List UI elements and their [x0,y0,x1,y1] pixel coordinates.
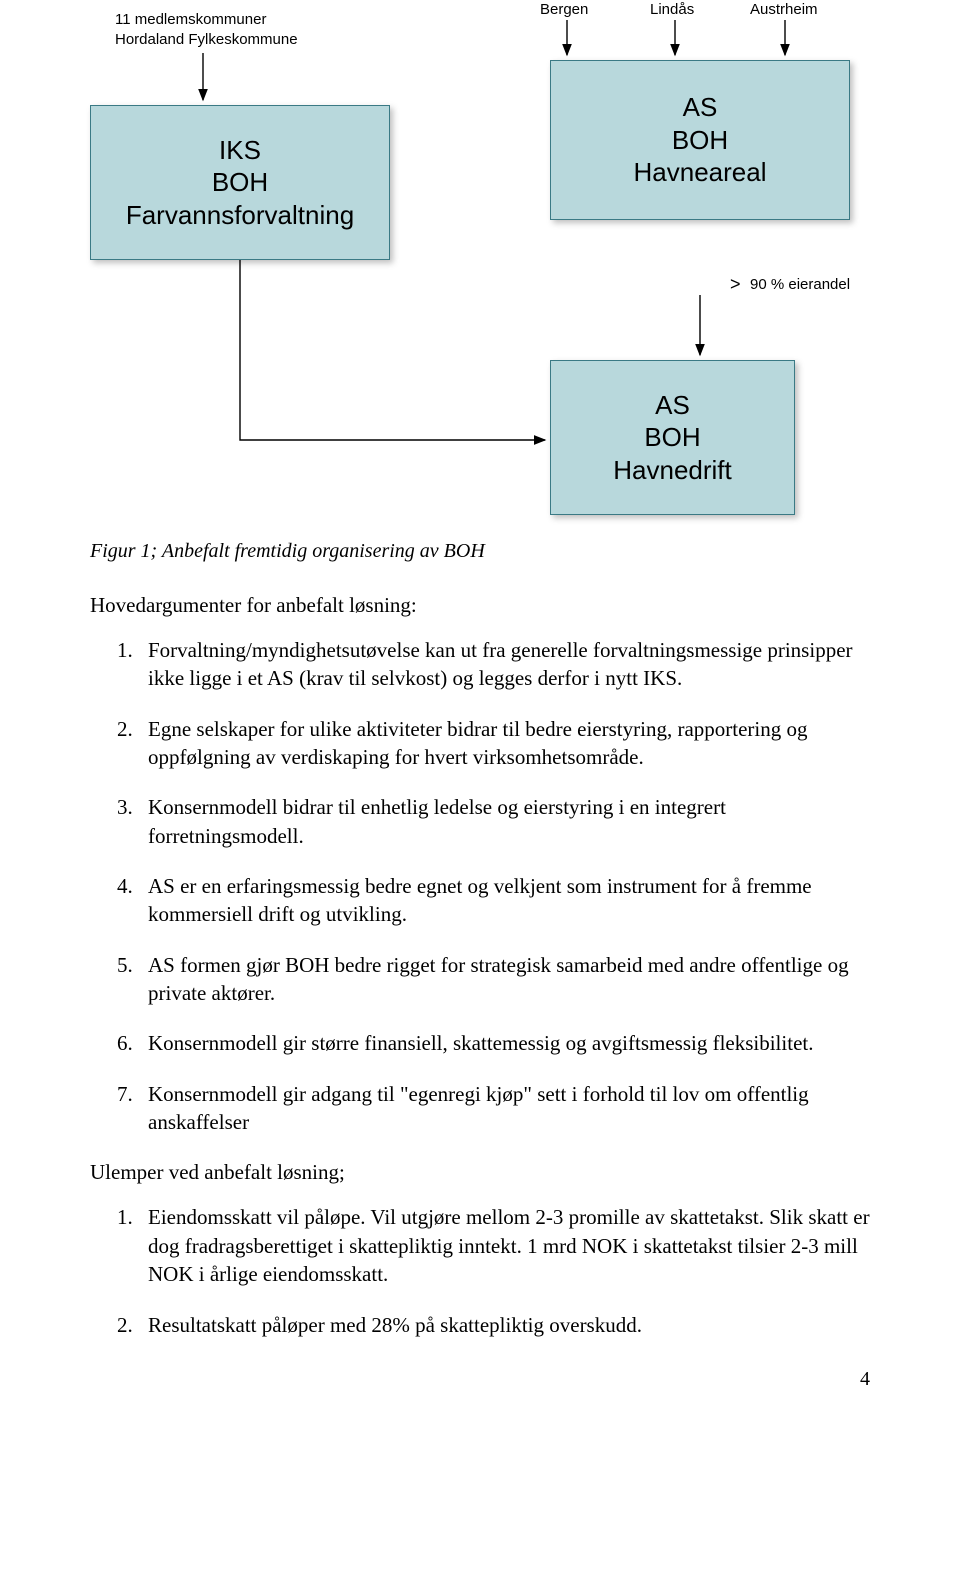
box-iks: IKS BOH Farvannsforvaltning [90,105,390,260]
list-item: Konsernmodell gir større finansiell, ska… [138,1029,870,1057]
box-iks-text: IKS BOH Farvannsforvaltning [126,134,354,232]
list-item: Konsernmodell gir adgang til "egenregi k… [138,1080,870,1137]
label-line1: 11 medlemskommuner [115,11,266,28]
label-lindas: Lindås [650,0,694,20]
label-austrheim: Austrheim [750,0,818,20]
list-item: Resultatskatt påløper med 28% på skattep… [138,1311,870,1339]
label-gt: > [730,273,741,296]
arguments-list: Forvaltning/myndighetsutøvelse kan ut fr… [90,636,870,1136]
label-bergen: Bergen [540,0,588,20]
label-medlemskommuner: 11 medlemskommuner Hordaland Fylkeskommu… [115,10,298,49]
disadvantages-list: Eiendomsskatt vil påløpe. Vil utgjøre me… [90,1203,870,1338]
list-item: AS er en erfaringsmessig bedre egnet og … [138,872,870,929]
list-item: Konsernmodell bidrar til enhetlig ledels… [138,793,870,850]
box-havneareal: AS BOH Havneareal [550,60,850,220]
list-item: AS formen gjør BOH bedre rigget for stra… [138,951,870,1008]
box-havnedrift-text: AS BOH Havnedrift [613,389,732,487]
section1-heading: Hovedargumenter for anbefalt løsning: [90,593,870,618]
box-havneareal-text: AS BOH Havneareal [634,91,767,189]
org-diagram: 11 medlemskommuner Hordaland Fylkeskommu… [90,0,870,530]
label-eierandel: 90 % eierandel [750,275,850,295]
list-item: Eiendomsskatt vil påløpe. Vil utgjøre me… [138,1203,870,1288]
section2-heading: Ulemper ved anbefalt løsning; [90,1160,870,1185]
page-number: 4 [860,1368,870,1391]
figure-caption: Figur 1; Anbefalt fremtidig organisering… [90,540,870,563]
box-havnedrift: AS BOH Havnedrift [550,360,795,515]
list-item: Egne selskaper for ulike aktiviteter bid… [138,715,870,772]
list-item: Forvaltning/myndighetsutøvelse kan ut fr… [138,636,870,693]
label-line2: Hordaland Fylkeskommune [115,31,298,48]
